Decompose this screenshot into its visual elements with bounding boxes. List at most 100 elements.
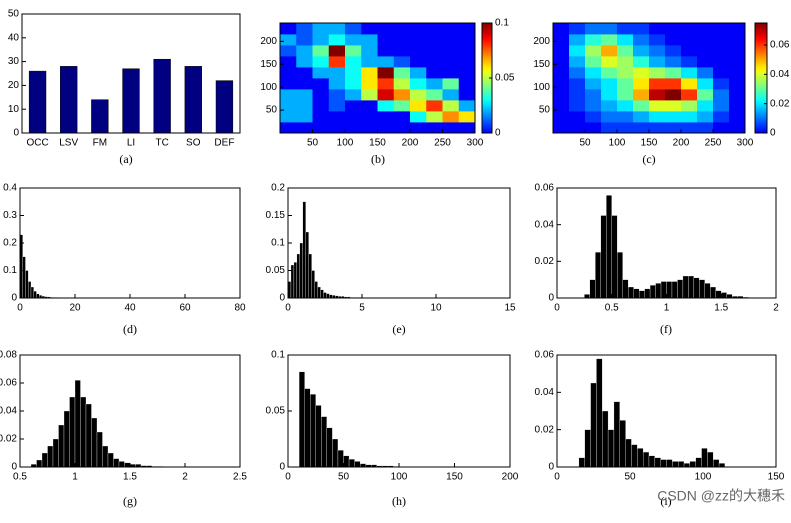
heat-cell (313, 111, 330, 122)
histogram-bar (103, 446, 109, 467)
heat-cell (296, 78, 313, 89)
x-tick-label: 10 (430, 303, 442, 314)
heat-cell (345, 89, 362, 100)
heat-cell (601, 23, 617, 34)
heat-cell (729, 67, 745, 78)
heat-cell (345, 100, 362, 111)
heat-cell (617, 100, 633, 111)
y-tick-label: 0.4 (3, 183, 17, 194)
heat-cell (553, 111, 569, 122)
heat-cell (585, 122, 601, 133)
heat-cell (378, 100, 395, 111)
y-tick-label: 0.06 (535, 183, 555, 194)
heat-cell (378, 56, 395, 67)
heat-cell (361, 23, 378, 34)
heat-cell (681, 78, 697, 89)
heat-cell (697, 45, 713, 56)
heat-cell (313, 89, 330, 100)
x-tick-label: 1.5 (123, 472, 137, 483)
histogram-bar (70, 397, 76, 467)
x-tick-label: 40 (124, 303, 136, 314)
x-tick-label: 50 (579, 138, 591, 149)
histogram-bar (628, 287, 633, 298)
histogram-bar (601, 216, 606, 299)
histogram-bar (315, 282, 318, 299)
heat-cell (378, 67, 395, 78)
x-tick-label: 150 (369, 138, 386, 149)
heat-cell (394, 100, 411, 111)
y-tick-label: 0.04 (535, 219, 555, 230)
histogram-bar (661, 282, 666, 299)
heat-cell (633, 89, 649, 100)
heat-cell (633, 56, 649, 67)
histogram-bar (81, 397, 87, 467)
histogram-bar (108, 453, 114, 467)
heat-cell (601, 111, 617, 122)
heat-cell (459, 23, 476, 34)
histogram-bar (614, 402, 620, 467)
heat-cell (585, 23, 601, 34)
heat-cell (617, 78, 633, 89)
histogram-bar (608, 430, 614, 467)
heat-cell (394, 89, 411, 100)
histogram-bar (23, 257, 26, 298)
heat-cell (443, 34, 460, 45)
heat-cell (313, 23, 330, 34)
x-tick-label: 1 (664, 303, 670, 314)
axes-frame (20, 188, 240, 298)
histogram-bar (655, 458, 661, 467)
heat-cell (443, 56, 460, 67)
heat-cell (729, 45, 745, 56)
bar (123, 69, 140, 133)
heat-cell (361, 34, 378, 45)
heat-cell (296, 67, 313, 78)
histogram-bar (684, 463, 690, 467)
heat-cell (280, 111, 297, 122)
histogram-bar (606, 195, 611, 298)
axes-frame (288, 188, 510, 298)
histogram-bar (626, 439, 632, 467)
heat-cell (394, 122, 411, 133)
histogram-bar (294, 262, 297, 298)
histogram-bar (639, 291, 644, 298)
heat-cell (633, 23, 649, 34)
heat-cell (569, 89, 585, 100)
heat-cell (585, 56, 601, 67)
x-tick-label: 300 (737, 138, 754, 149)
heat-cell (296, 45, 313, 56)
heat-cell (313, 34, 330, 45)
y-tick-label: 0 (11, 293, 17, 304)
y-tick-label: 0 (548, 293, 554, 304)
heat-cell (410, 23, 427, 34)
heat-cell (585, 67, 601, 78)
heat-cell (713, 78, 729, 89)
y-tick-label: 20 (8, 80, 20, 91)
histogram-bar (125, 463, 131, 467)
histogram-bar (37, 460, 43, 467)
histogram-bar (291, 265, 294, 298)
histogram-bar (299, 372, 305, 467)
heat-cell (296, 89, 313, 100)
heat-cell (569, 23, 585, 34)
heat-cell (585, 45, 601, 56)
heat-cell (329, 89, 346, 100)
histogram-bar (114, 459, 120, 467)
y-tick-label: 0.1 (271, 350, 285, 361)
y-tick-label: 0 (279, 293, 285, 304)
colorbar-tick-label: 0 (770, 128, 776, 139)
heat-cell (361, 111, 378, 122)
heat-cell (633, 34, 649, 45)
heat-cell (697, 78, 713, 89)
heat-cell (633, 78, 649, 89)
histogram-bar (297, 254, 300, 298)
histogram-bar (707, 452, 713, 467)
heat-cell (585, 100, 601, 111)
heat-cell (394, 78, 411, 89)
histogram-bar (699, 280, 704, 298)
heat-cell (569, 56, 585, 67)
heat-cell (410, 122, 427, 133)
histogram-bar (696, 458, 702, 467)
heat-cell (426, 67, 443, 78)
